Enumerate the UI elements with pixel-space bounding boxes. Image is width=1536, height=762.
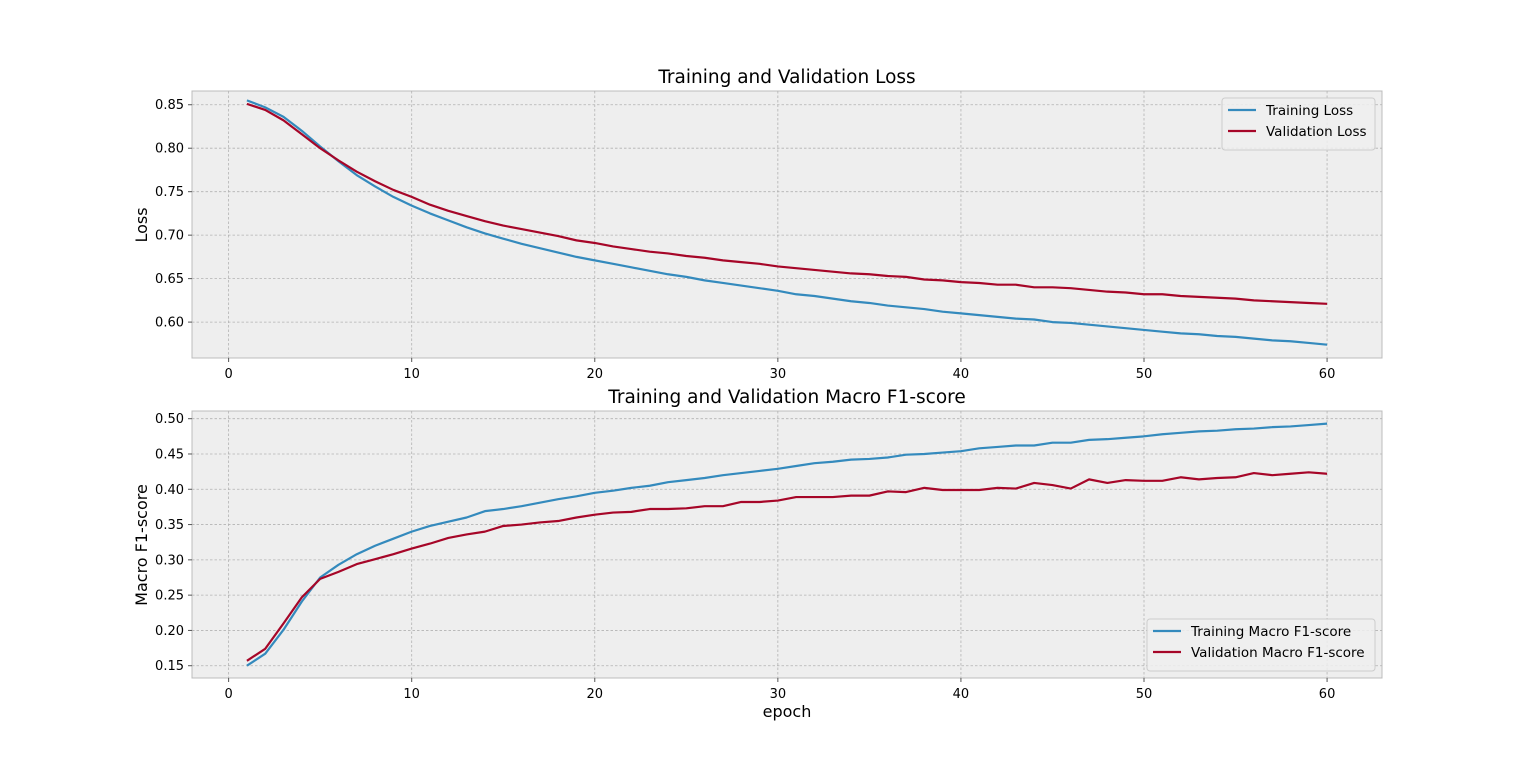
loss-chart-title: Training and Validation Loss [657,67,915,88]
f1-chart: 0 10 20 30 40 50 60 0.15 0.20 0.25 0.30 0.35 0.40 0.4… [132,387,1383,721]
legend-entry-label: Training Loss [1265,103,1353,119]
f1-y-axis-label: Macro F1-score [132,484,151,606]
x-tick-label: 20 [586,367,603,382]
x-tick-label: 0 [224,367,232,382]
x-tick-label: 30 [770,687,787,702]
loss-grid [192,91,1382,358]
y-tick-label: 0.25 [155,589,184,604]
y-tick-label: 0.20 [155,624,184,639]
loss-chart: 0 10 20 30 40 50 60 0.60 0.65 0.70 0.75 0.80 0.85 Tr… [132,67,1383,382]
x-tick-label: 40 [953,687,970,702]
y-tick-label: 0.85 [155,98,184,113]
legend-entry-label: Validation Loss [1266,124,1367,140]
legend-box [1221,97,1376,151]
y-tick-label: 0.40 [155,483,184,498]
loss-plot-area [191,90,1383,359]
series-line-training [246,422,1328,667]
y-tick-label: 0.60 [155,316,184,331]
f1-ticks: 0 10 20 30 40 50 60 0.15 0.20 0.25 0.30 0.35 0.40 0.4… [155,412,1335,702]
x-tick-label: 10 [403,687,420,702]
loss-lines [246,99,1328,346]
loss-legend: Training Loss Validation Loss [1221,97,1376,151]
legend-box [1146,618,1376,672]
series-line-training [246,99,1328,346]
loss-y-axis-label: Loss [132,207,151,242]
x-tick-label: 50 [1136,687,1153,702]
x-tick-label: 60 [1319,367,1336,382]
x-tick-label: 40 [953,367,970,382]
loss-ticks: 0 10 20 30 40 50 60 0.60 0.65 0.70 0.75 0.80 0.85 [155,98,1335,382]
f1-legend: Training Macro F1-score Validation Macro … [1146,618,1376,672]
x-tick-label: 20 [586,687,603,702]
x-tick-label: 50 [1136,367,1153,382]
f1-lines [246,422,1328,667]
x-tick-label: 10 [403,367,420,382]
y-tick-label: 0.35 [155,518,184,533]
x-tick-label: 60 [1319,687,1336,702]
series-line-validation [246,471,1328,662]
series-line-validation [246,102,1328,305]
y-tick-label: 0.45 [155,447,184,462]
x-tick-label: 0 [224,687,232,702]
legend-entry-label: Training Macro F1-score [1190,624,1351,640]
f1-chart-title: Training and Validation Macro F1-score [607,387,965,408]
y-tick-label: 0.70 [155,229,184,244]
y-tick-label: 0.50 [155,412,184,427]
y-tick-label: 0.30 [155,553,184,568]
y-tick-label: 0.75 [155,185,184,200]
legend-entry-label: Validation Macro F1-score [1191,645,1365,661]
y-tick-label: 0.65 [155,272,184,287]
f1-x-axis-label: epoch [763,702,812,721]
y-tick-label: 0.80 [155,142,184,157]
y-tick-label: 0.15 [155,659,184,674]
x-tick-label: 30 [770,367,787,382]
